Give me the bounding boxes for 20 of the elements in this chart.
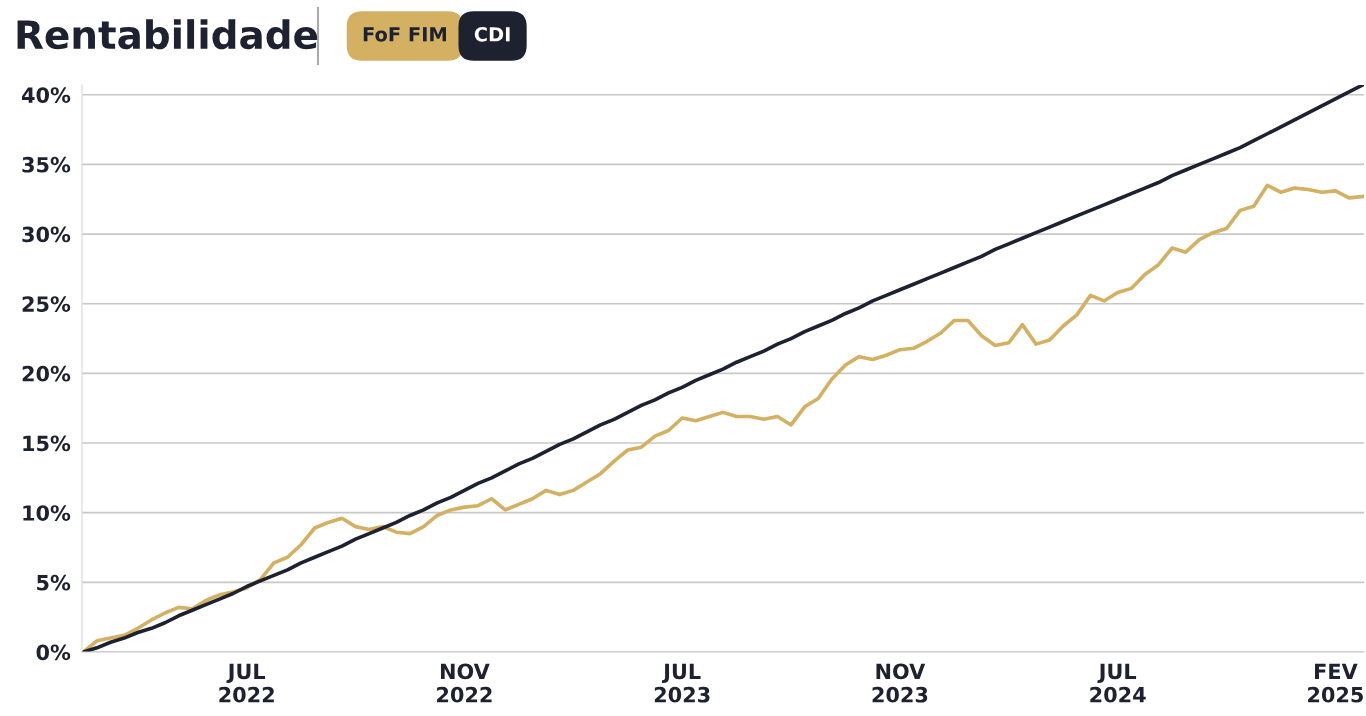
y-tick-label: 15% (23, 435, 71, 452)
line-series (82, 85, 1364, 652)
text: FoF FIM (363, 27, 446, 42)
x-tick-label: FEV 2025 (1308, 663, 1363, 703)
text: CDI (474, 26, 510, 42)
y-tick-label: 5% (37, 574, 71, 591)
chart-title: Rentabilidade (17, 19, 318, 50)
x-tick-label: JUL 2024 (1090, 663, 1146, 703)
x-tick-label: JUL 2023 (654, 663, 710, 703)
y-tick-label: 0% (36, 644, 71, 661)
y-tick-label: 35% (22, 156, 71, 173)
x-tick-label: NOV 2022 (437, 663, 492, 703)
y-tick-label: 25% (22, 296, 71, 312)
y-tick-label: 10% (23, 505, 71, 521)
x-tick-label: NOV 2023 (872, 663, 928, 703)
x-tick-label: JUL 2022 (219, 663, 274, 703)
y-tick-label: 30% (22, 226, 71, 243)
y-tick-label: 40% (21, 87, 71, 103)
line-series (82, 183, 1364, 652)
y-tick-label: 20% (22, 365, 71, 382)
